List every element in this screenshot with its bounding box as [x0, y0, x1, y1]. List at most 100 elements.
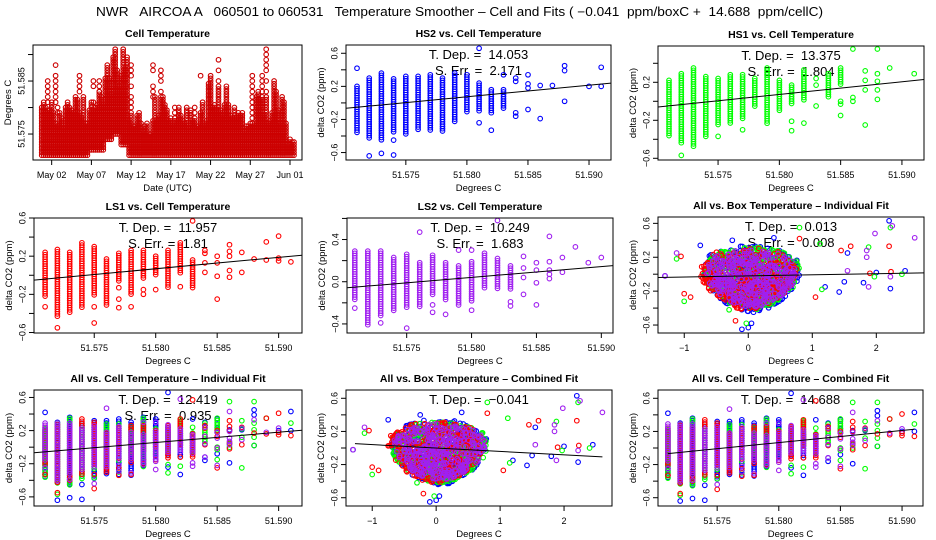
- data-point: [755, 245, 762, 252]
- data-point: [715, 119, 721, 126]
- data-point: [136, 112, 142, 119]
- data-point: [124, 102, 130, 108]
- data-point: [144, 123, 150, 129]
- data-point: [124, 56, 130, 63]
- data-point: [464, 106, 470, 113]
- data-point: [52, 83, 59, 90]
- data-point: [128, 99, 134, 106]
- data-point: [533, 259, 540, 266]
- data-point: [271, 83, 277, 90]
- data-point: [874, 87, 881, 93]
- data-point: [128, 115, 134, 121]
- data-point: [291, 152, 297, 159]
- data-point: [874, 46, 881, 52]
- data-point: [263, 78, 270, 84]
- x-tick-label: 51.580: [458, 343, 486, 353]
- data-point: [442, 294, 449, 301]
- data-point: [91, 303, 98, 310]
- data-point: [764, 120, 770, 127]
- data-point: [739, 326, 745, 333]
- data-point: [429, 289, 436, 295]
- data-point: [207, 78, 214, 84]
- data-point: [90, 99, 97, 106]
- x-tick-label: 51.590: [888, 170, 916, 180]
- data-point: [726, 306, 732, 313]
- data-point: [886, 243, 892, 250]
- data-point: [801, 94, 807, 101]
- data-point: [776, 107, 783, 114]
- data-point: [152, 94, 158, 100]
- data-point: [112, 59, 119, 66]
- data-point: [364, 319, 371, 326]
- std-error-label: S. Err. = 1.683: [436, 236, 523, 251]
- data-point: [899, 271, 905, 278]
- data-point: [275, 109, 281, 116]
- data-point: [152, 112, 158, 119]
- data-point: [874, 96, 881, 103]
- temp-dependence-label: T. Dep. = 14.053: [429, 47, 528, 62]
- data-point: [750, 247, 757, 253]
- data-point: [104, 67, 111, 74]
- data-point: [291, 144, 297, 151]
- data-point: [50, 115, 57, 121]
- x-tick-label: 51.575: [393, 343, 421, 353]
- data-point: [546, 258, 553, 265]
- data-point: [164, 107, 170, 114]
- data-point: [158, 94, 164, 100]
- data-point: [76, 78, 83, 84]
- data-point: [112, 46, 119, 53]
- data-point: [90, 78, 97, 84]
- y-axis-label: delta CO2 (ppm): [317, 240, 328, 310]
- data-point: [427, 124, 434, 131]
- data-point: [215, 91, 222, 98]
- x-axis-label: Degrees C: [768, 183, 814, 194]
- data-point: [177, 112, 184, 119]
- data-point: [415, 124, 421, 130]
- data-point: [58, 120, 65, 127]
- data-point: [283, 133, 289, 140]
- data-point: [273, 88, 279, 95]
- data-point: [512, 113, 519, 120]
- data-point: [158, 78, 164, 84]
- data-point: [191, 117, 198, 124]
- data-point: [442, 311, 449, 318]
- data-point: [726, 251, 732, 257]
- data-point: [476, 45, 482, 52]
- data-point: [886, 65, 893, 71]
- data-point: [202, 260, 208, 266]
- data-point: [136, 115, 142, 121]
- panel-title: HS2 vs. Cell Temperature: [416, 28, 542, 40]
- data-point: [837, 81, 844, 87]
- data-point: [80, 104, 87, 111]
- data-point: [144, 125, 150, 132]
- data-point: [813, 75, 819, 82]
- data-point: [115, 284, 122, 291]
- data-point: [739, 115, 746, 122]
- data-point: [124, 96, 130, 103]
- data-point: [416, 303, 423, 310]
- std-error-label: S. Err. = 1.804: [747, 64, 834, 79]
- data-point: [152, 286, 159, 293]
- data-point: [488, 127, 495, 134]
- data-point: [572, 244, 579, 250]
- data-point: [202, 247, 208, 254]
- data-point: [207, 80, 214, 87]
- data-point: [678, 139, 685, 146]
- data-point: [58, 115, 65, 121]
- data-point: [124, 107, 130, 114]
- data-point: [598, 64, 605, 71]
- data-point: [403, 325, 410, 331]
- data-point: [690, 143, 697, 150]
- data-point: [351, 296, 358, 303]
- data-point: [183, 115, 190, 121]
- data-point: [788, 98, 795, 105]
- y-tick-label: 0.6: [330, 47, 340, 60]
- data-point: [263, 51, 270, 58]
- data-point: [275, 233, 282, 239]
- data-point: [120, 56, 127, 63]
- data-point: [128, 303, 134, 310]
- data-point: [390, 137, 397, 143]
- data-point: [715, 133, 721, 140]
- data-point: [80, 112, 87, 119]
